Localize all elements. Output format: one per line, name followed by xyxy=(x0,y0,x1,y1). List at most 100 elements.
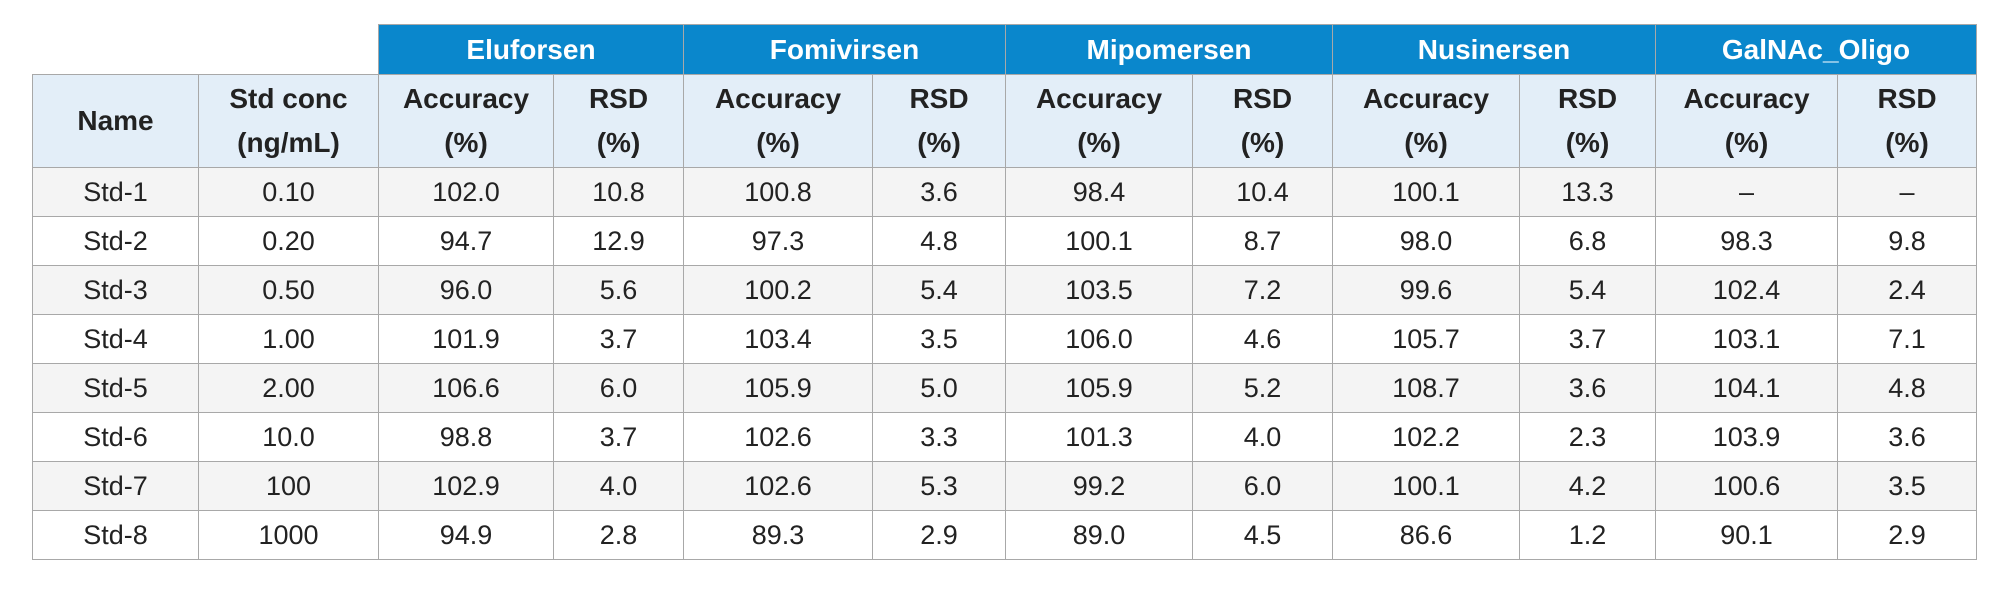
rsd-value-cell: 10.8 xyxy=(553,167,684,217)
table-row: Std-7 100 102.9 4.0 102.6 5.3 99.2 6.0 100.1 4.2 1… xyxy=(32,461,1977,511)
accuracy-header-line2: (%) xyxy=(756,127,800,158)
accuracy-value-cell: 94.9 xyxy=(378,510,554,560)
accuracy-value-cell: 103.9 xyxy=(1655,412,1838,462)
column-header-row: Name Std conc (ng/mL) Accuracy (%) RSD (%) A… xyxy=(32,74,1977,168)
rsd-value-cell: 8.7 xyxy=(1192,216,1333,266)
accuracy-value-cell: 102.2 xyxy=(1332,412,1520,462)
accuracy-header-line1: Accuracy xyxy=(1035,83,1163,114)
group-header-row: Eluforsen Fomivirsen Mipomersen Nusiners… xyxy=(32,24,1977,75)
rsd-value-cell: 3.7 xyxy=(553,412,684,462)
rsd-header-line2: (%) xyxy=(917,127,961,158)
accuracy-header-line2: (%) xyxy=(444,127,488,158)
accuracy-value-cell: 106.6 xyxy=(378,363,554,413)
rsd-header-line1: RSD xyxy=(588,83,649,114)
accuracy-header-line1: Accuracy xyxy=(402,83,530,114)
rsd-value-cell: 10.4 xyxy=(1192,167,1333,217)
rsd-value-cell: 4.0 xyxy=(1192,412,1333,462)
std-conc-column-header: Std conc (ng/mL) xyxy=(198,74,379,168)
accuracy-header-line2: (%) xyxy=(1724,127,1769,158)
rsd-value-cell: 5.2 xyxy=(1192,363,1333,413)
rsd-value-cell: 2.9 xyxy=(872,510,1006,560)
accuracy-value-cell: 94.7 xyxy=(378,216,554,266)
group-header-eluforsen: Eluforsen xyxy=(378,24,684,75)
rsd-column-header-fomivirsen: RSD (%) xyxy=(872,74,1006,168)
accuracy-value-cell: 102.9 xyxy=(378,461,554,511)
std-name-cell: Std-3 xyxy=(32,265,199,315)
std-conc-cell: 0.10 xyxy=(198,167,379,217)
rsd-value-cell: 13.3 xyxy=(1519,167,1656,217)
rsd-value-cell: 3.3 xyxy=(872,412,1006,462)
rsd-value-cell: 7.2 xyxy=(1192,265,1333,315)
accuracy-value-cell: 89.0 xyxy=(1005,510,1193,560)
rsd-header-line1: RSD xyxy=(1877,83,1937,114)
accuracy-value-cell: 97.3 xyxy=(683,216,873,266)
accuracy-value-cell: 98.3 xyxy=(1655,216,1838,266)
accuracy-value-cell: 90.1 xyxy=(1655,510,1838,560)
accuracy-value-cell: 105.9 xyxy=(1005,363,1193,413)
accuracy-value-cell: 100.2 xyxy=(683,265,873,315)
rsd-value-cell: 5.3 xyxy=(872,461,1006,511)
rsd-header-line1: RSD xyxy=(909,83,969,114)
accuracy-column-header-nusinersen: Accuracy (%) xyxy=(1332,74,1520,168)
accuracy-value-cell: 103.4 xyxy=(683,314,873,364)
accuracy-column-header-fomivirsen: Accuracy (%) xyxy=(683,74,873,168)
accuracy-value-cell: 99.2 xyxy=(1005,461,1193,511)
table-row: Std-3 0.50 96.0 5.6 100.2 5.4 103.5 7.2 99.6 5.4 1… xyxy=(32,265,1977,315)
std-name-cell: Std-7 xyxy=(32,461,199,511)
rsd-value-cell: 3.5 xyxy=(1837,461,1977,511)
std-name-cell: Std-2 xyxy=(32,216,199,266)
table-row: Std-2 0.20 94.7 12.9 97.3 4.8 100.1 8.7 98.0 6.8 9… xyxy=(32,216,1977,266)
accuracy-header-line1: Accuracy xyxy=(1683,83,1810,114)
accuracy-value-cell: 101.9 xyxy=(378,314,554,364)
rsd-value-cell: 6.8 xyxy=(1519,216,1656,266)
accuracy-value-cell: 105.7 xyxy=(1332,314,1520,364)
rsd-column-header-galnac-oligo: RSD (%) xyxy=(1837,74,1977,168)
rsd-column-header-nusinersen: RSD (%) xyxy=(1519,74,1656,168)
accuracy-column-header-eluforsen: Accuracy (%) xyxy=(378,74,554,168)
rsd-value-cell: 3.5 xyxy=(872,314,1006,364)
std-conc-header-line2: (ng/mL) xyxy=(237,127,340,158)
group-header-mipomersen: Mipomersen xyxy=(1005,24,1333,75)
rsd-value-cell: 2.4 xyxy=(1837,265,1977,315)
accuracy-value-cell: 89.3 xyxy=(683,510,873,560)
accuracy-value-cell: 96.0 xyxy=(378,265,554,315)
accuracy-value-cell: 98.4 xyxy=(1005,167,1193,217)
accuracy-value-cell: 105.9 xyxy=(683,363,873,413)
rsd-value-cell: 6.0 xyxy=(553,363,684,413)
blank-corner-cell xyxy=(32,24,379,75)
rsd-value-cell: 6.0 xyxy=(1192,461,1333,511)
rsd-value-cell: 2.9 xyxy=(1837,510,1977,560)
rsd-header-line2: (%) xyxy=(1240,127,1285,158)
accuracy-value-cell: 102.6 xyxy=(683,412,873,462)
accuracy-value-cell: 104.1 xyxy=(1655,363,1838,413)
rsd-header-line2: (%) xyxy=(1885,127,1929,158)
accuracy-value-cell: 98.8 xyxy=(378,412,554,462)
table-row: Std-4 1.00 101.9 3.7 103.4 3.5 106.0 4.6 105.7 3.… xyxy=(32,314,1977,364)
rsd-header-line1: RSD xyxy=(1557,83,1618,114)
accuracy-header-line2: (%) xyxy=(1077,127,1121,158)
standards-table: Eluforsen Fomivirsen Mipomersen Nusiners… xyxy=(32,24,1977,560)
table-row: Std-1 0.10 102.0 10.8 100.8 3.6 98.4 10.4 100.1 1… xyxy=(32,167,1977,217)
accuracy-value-cell: 100.8 xyxy=(683,167,873,217)
std-name-cell: Std-1 xyxy=(32,167,199,217)
accuracy-value-cell: 102.0 xyxy=(378,167,554,217)
accuracy-value-cell: 100.1 xyxy=(1332,167,1520,217)
group-header-fomivirsen: Fomivirsen xyxy=(683,24,1006,75)
name-column-header: Name xyxy=(32,74,199,168)
rsd-value-cell: – xyxy=(1837,167,1977,217)
std-name-cell: Std-4 xyxy=(32,314,199,364)
std-conc-cell: 100 xyxy=(198,461,379,511)
rsd-value-cell: 4.8 xyxy=(872,216,1006,266)
std-conc-cell: 10.0 xyxy=(198,412,379,462)
rsd-value-cell: 9.8 xyxy=(1837,216,1977,266)
accuracy-column-header-mipomersen: Accuracy (%) xyxy=(1005,74,1193,168)
rsd-value-cell: 1.2 xyxy=(1519,510,1656,560)
rsd-value-cell: 4.5 xyxy=(1192,510,1333,560)
table-row: Std-8 1000 94.9 2.8 89.3 2.9 89.0 4.5 86.6 1.2 90.… xyxy=(32,510,1977,560)
group-header-galnac-oligo: GalNAc_Oligo xyxy=(1655,24,1977,75)
rsd-value-cell: 12.9 xyxy=(553,216,684,266)
std-conc-cell: 0.20 xyxy=(198,216,379,266)
rsd-value-cell: 5.6 xyxy=(553,265,684,315)
rsd-value-cell: 3.6 xyxy=(1837,412,1977,462)
accuracy-header-line1: Accuracy xyxy=(714,83,842,114)
